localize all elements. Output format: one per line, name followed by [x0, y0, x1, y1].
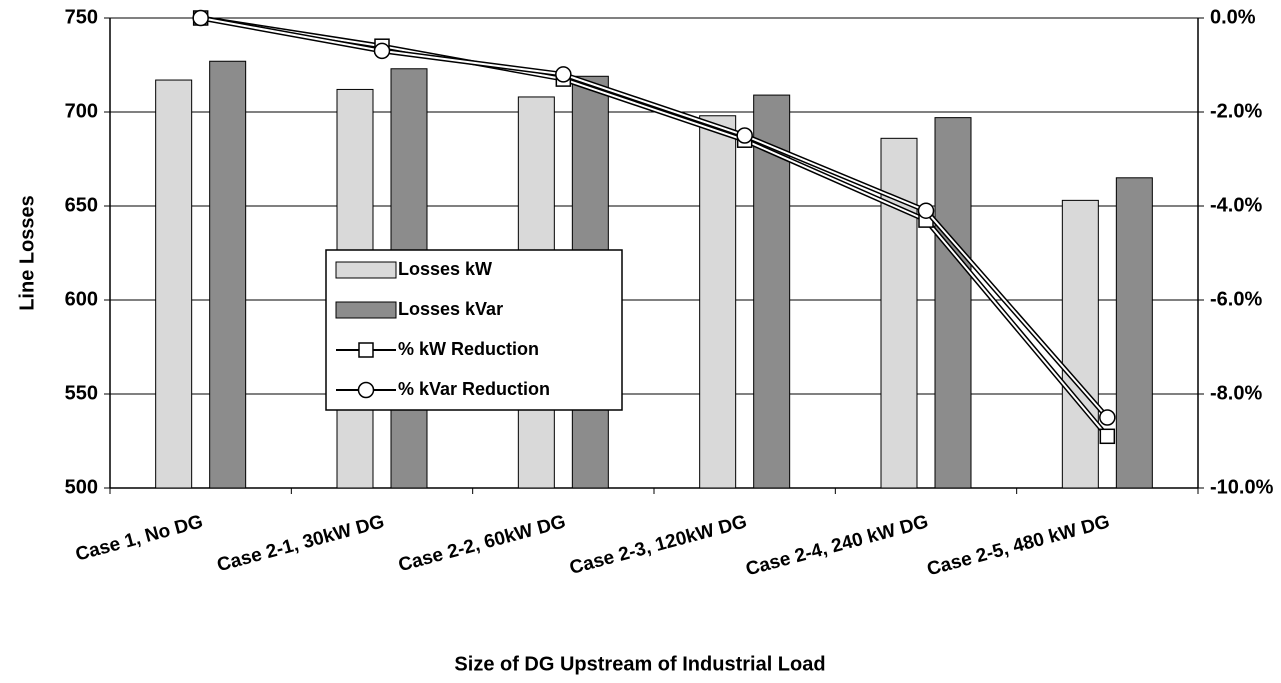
y2-tick-label: -4.0%: [1210, 194, 1262, 216]
point: [555, 66, 572, 83]
point: [373, 42, 391, 60]
line: [200, 17, 1109, 419]
legend-label: Losses kVar: [398, 299, 503, 319]
bar: [753, 94, 791, 489]
point: [917, 202, 935, 219]
x-tick-label: Case 2-5, 480 kW DG: [925, 511, 1112, 580]
y-tick-label: 600: [65, 288, 98, 310]
bar: [155, 79, 193, 489]
legend-swatch: [335, 301, 397, 319]
y-tick-label: 500: [65, 476, 98, 498]
bar: [209, 60, 247, 489]
y2-tick-label: -10.0%: [1210, 476, 1274, 498]
x-tick-label: Case 2-1, 30kW DG: [215, 511, 387, 576]
x-tick-label: Case 2-4, 240 kW DG: [744, 511, 931, 580]
legend-marker: [357, 381, 375, 399]
y2-tick-label: -8.0%: [1210, 382, 1262, 404]
y2-tick-label: 0.0%: [1210, 6, 1256, 28]
x-tick-label: Case 1, No DG: [73, 511, 205, 565]
legend-label: % kW Reduction: [398, 339, 539, 359]
x-tick-label: Case 2-2, 60kW DG: [396, 511, 568, 576]
bar: [699, 115, 737, 489]
y2-tick-label: -6.0%: [1210, 288, 1262, 310]
bar: [880, 137, 918, 489]
y-tick-label: 750: [65, 6, 98, 28]
legend-swatch: [335, 261, 397, 279]
x-tick-label: Case 2-3, 120kW DG: [567, 511, 749, 579]
legend-label: Losses kW: [398, 259, 492, 279]
y2-tick-label: -2.0%: [1210, 100, 1262, 122]
line: [200, 17, 1109, 437]
bar: [1115, 177, 1153, 489]
point: [1099, 428, 1116, 445]
bar: [1061, 199, 1099, 489]
point: [736, 127, 753, 144]
legend-marker: [358, 342, 374, 358]
point: [1099, 409, 1116, 426]
point: [192, 9, 209, 27]
bar: [934, 117, 972, 489]
y-tick-label: 650: [65, 194, 98, 216]
y-axis-title: Line Losses: [16, 195, 38, 311]
legend-label: % kVar Reduction: [398, 379, 550, 399]
x-axis-title: Size of DG Upstream of Industrial Load: [454, 653, 825, 675]
y-tick-label: 550: [65, 382, 98, 404]
y-tick-label: 700: [65, 100, 98, 122]
